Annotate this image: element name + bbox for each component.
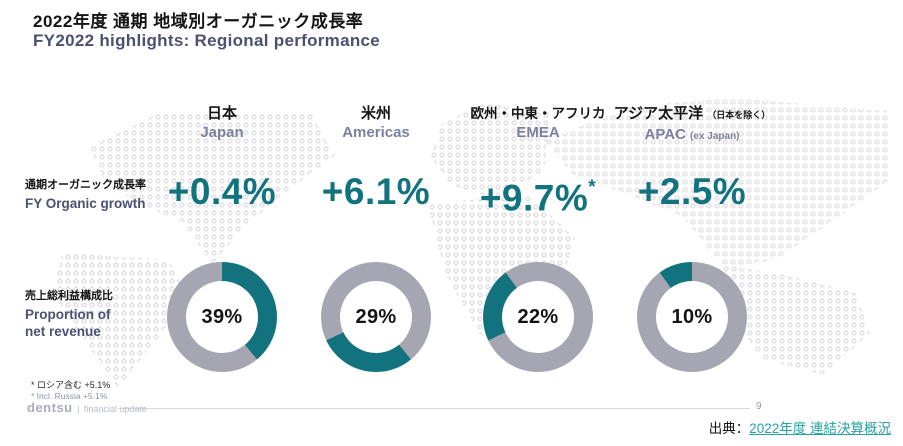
donut-ring-americas: 29% (321, 262, 431, 372)
growth-value-apac: +2.5% (637, 171, 747, 212)
region-name-jp: 欧州・中東・アフリカ (470, 106, 606, 121)
source-citation: 出典：2022年度 連結決算概況 (709, 417, 891, 437)
donut-share-label: 39% (201, 305, 243, 328)
row-label-organic-growth-jp: 通期オーガニック成長率 (25, 179, 146, 191)
region-name-en: EMEA (516, 124, 560, 141)
donut-share-label: 22% (517, 305, 559, 328)
row-label-organic-growth-en: FY Organic growth (25, 196, 146, 211)
footnote-asterisk: * (588, 177, 597, 198)
growth-number: +9.7% (479, 177, 589, 219)
region-header-emea: 欧州・中東・アフリカ EMEA (453, 104, 623, 142)
donut-chart-apac: 10% (607, 262, 777, 372)
source-link[interactable]: 2022年度 連結決算概況 (749, 421, 891, 436)
growth-value-emea: +9.7%* (453, 170, 623, 220)
logo-suffix: financial update (83, 404, 147, 414)
footnote-japanese: * ロシア含む +5.1% (31, 380, 111, 390)
donut-share-label: 29% (355, 305, 397, 328)
region-name-jp: 日本 (206, 105, 237, 122)
growth-value-americas: +6.1% (321, 171, 431, 212)
donut-ring-emea: 22% (483, 262, 593, 372)
footer-divider-line (118, 408, 750, 409)
row-label-net-revenue-en-line1: Proportion of (25, 307, 111, 322)
dentsu-wordmark: dentsu (27, 400, 73, 415)
region-name-en: Japan (200, 124, 244, 141)
footnote-english: * Incl. Russia +5.1% (31, 391, 108, 401)
donut-chart-japan: 39% (137, 262, 307, 372)
row-label-net-revenue-jp: 売上総利益構成比 (25, 290, 113, 302)
donut-chart-americas: 29% (291, 262, 461, 372)
donut-ring-apac: 10% (637, 262, 747, 372)
page-number: 9 (756, 401, 762, 412)
donut-chart-emea: 22% (453, 262, 623, 372)
slide-title-japanese: 2022年度 通期 地域別オーガニック成長率 (33, 12, 364, 31)
region-header-americas: 米州 Americas (291, 104, 461, 142)
region-header-japan: 日本 Japan (137, 104, 307, 142)
row-label-net-revenue-en-line2: net revenue (25, 324, 101, 339)
dentsu-logo: dentsu | financial update (27, 399, 147, 417)
donut-share-label: 10% (671, 305, 713, 328)
region-name-jp: 米州 (360, 105, 391, 122)
region-name-en-suffix: (ex Japan) (690, 131, 740, 142)
region-name-en: APAC (ex Japan) (644, 126, 740, 143)
row-label-organic-growth: 通期オーガニック成長率 FY Organic growth (25, 176, 146, 212)
source-prefix: 出典： (708, 421, 750, 436)
region-name-jp: アジア太平洋 （日本を除く） (613, 105, 771, 122)
row-label-net-revenue: 売上総利益構成比 Proportion of net revenue (25, 287, 113, 340)
region-header-apac: アジア太平洋 （日本を除く） APAC (ex Japan) (607, 104, 777, 146)
growth-value-japan: +0.4% (167, 171, 277, 212)
donut-ring-japan: 39% (167, 262, 277, 372)
footnotes: * ロシア含む +5.1% * Incl. Russia +5.1% (31, 380, 110, 402)
region-name-jp-suffix: （日本を除く） (707, 110, 771, 120)
region-name-en: Americas (342, 124, 410, 141)
world-map-dots (25, 95, 890, 395)
slide-title-english: FY2022 highlights: Regional performance (33, 31, 381, 50)
logo-pipe: | (77, 404, 80, 414)
